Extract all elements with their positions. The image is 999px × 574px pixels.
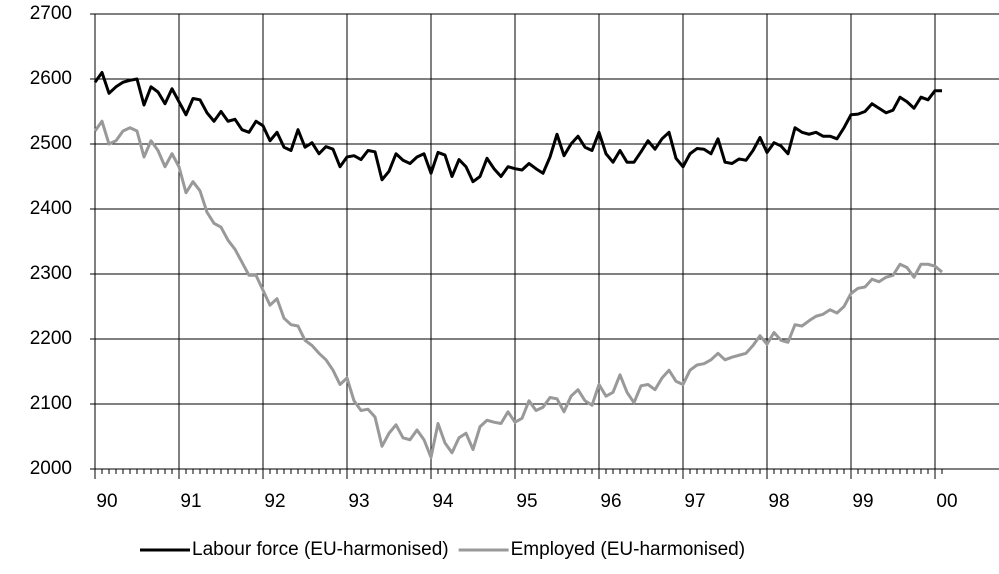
x-tick-label: 93 xyxy=(348,491,369,512)
legend-label: Employed (EU-harmonised) xyxy=(511,539,745,560)
data-line xyxy=(93,71,942,184)
x-tick-label: 92 xyxy=(264,491,285,512)
y-tick-label: 2400 xyxy=(30,198,72,219)
x-tick-label: 99 xyxy=(852,491,873,512)
y-tick-label: 2500 xyxy=(30,133,72,154)
y-tick-label: 2000 xyxy=(30,458,72,479)
y-tick-label: 2700 xyxy=(30,3,72,24)
x-tick-label: 90 xyxy=(96,491,117,512)
y-tick-label: 2200 xyxy=(30,328,72,349)
x-tick-label: 95 xyxy=(516,491,537,512)
y-tick-label: 2600 xyxy=(30,68,72,89)
legend-label: Labour force (EU-harmonised) xyxy=(192,539,449,560)
y-tick-label: 2300 xyxy=(30,263,72,284)
x-tick-label: 91 xyxy=(180,491,201,512)
x-tick-label: 96 xyxy=(600,491,621,512)
x-tick-label: 00 xyxy=(936,491,957,512)
data-line xyxy=(93,119,943,459)
x-tick-label: 98 xyxy=(768,491,789,512)
y-tick-label: 2100 xyxy=(30,393,72,414)
x-tick-label: 94 xyxy=(432,491,454,512)
x-tick-label: 97 xyxy=(684,491,705,512)
